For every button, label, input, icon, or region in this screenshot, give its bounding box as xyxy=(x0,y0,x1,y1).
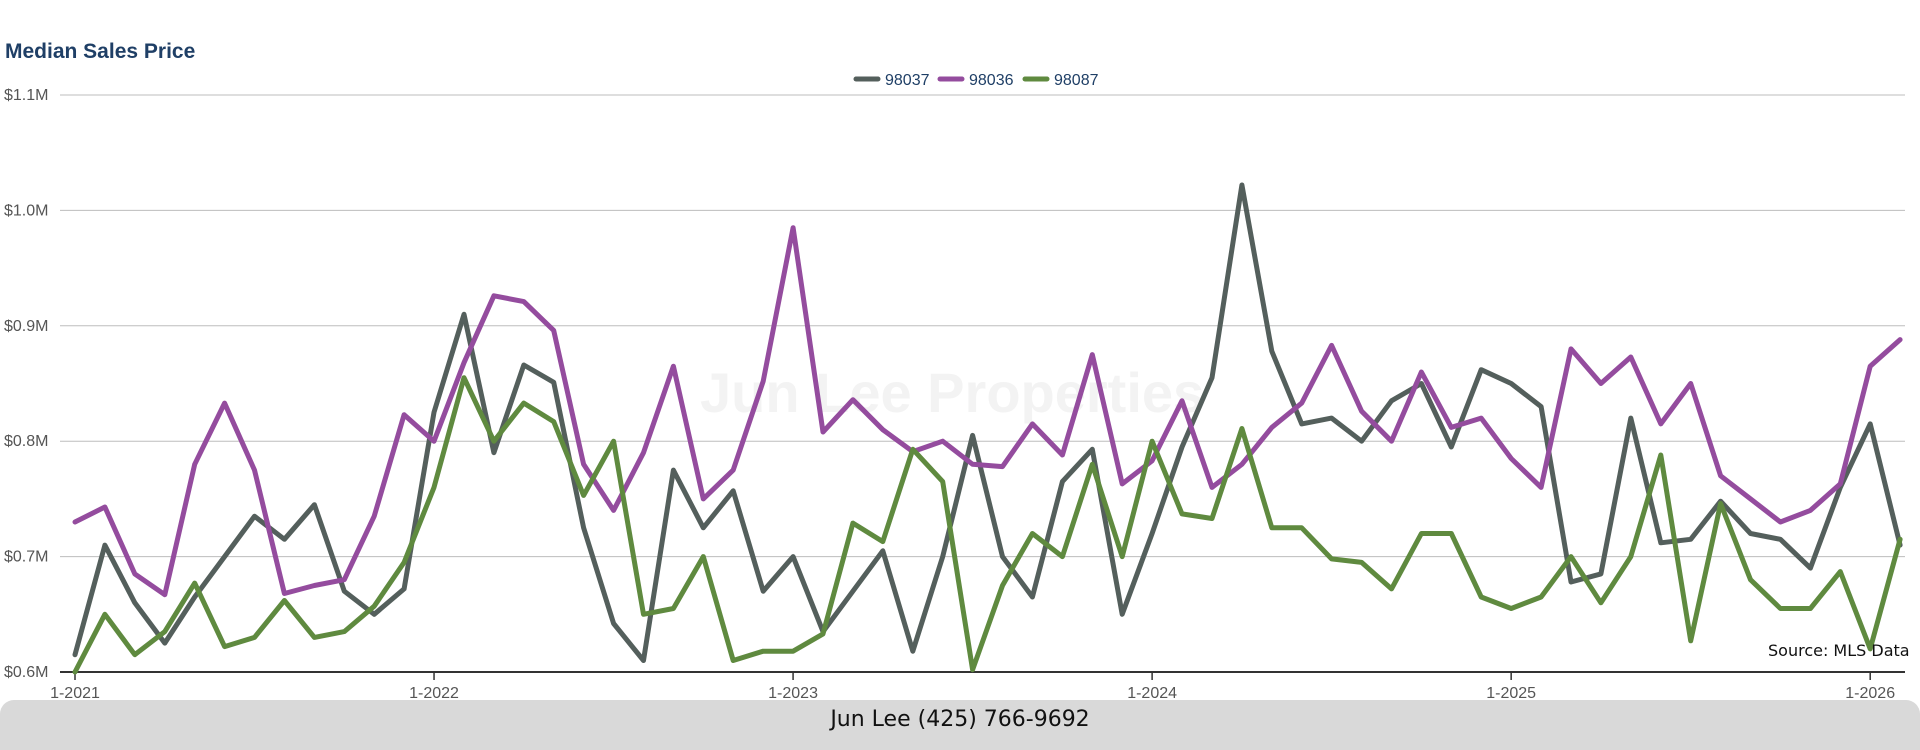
series-line-98036 xyxy=(72,225,1903,598)
y-tick-label: $0.9M xyxy=(4,318,48,335)
median-sales-price-chart: $0.6M$0.7M$0.8M$0.9M$1.0M$1.1M 1-2021 1-2… xyxy=(4,72,1905,700)
source-note: Source: MLS Data xyxy=(1768,641,1910,660)
footer-contact: Jun Lee (425) 766-9692 xyxy=(0,700,1920,750)
y-axis-ticks: $0.6M $0.7M $0.8M $0.9M $1.0M $1.1M xyxy=(4,87,48,681)
legend-label-98037: 98037 xyxy=(885,72,930,89)
x-tick-label: 1-2024 xyxy=(1127,685,1177,700)
x-tick-label: 1-2021 xyxy=(50,685,100,700)
gridlines xyxy=(60,94,1905,673)
y-tick-label: $0.8M xyxy=(4,433,48,450)
y-tick-label: $1.0M xyxy=(4,202,48,219)
series-line-98037 xyxy=(72,182,1903,663)
legend-label-98036: 98036 xyxy=(969,72,1014,89)
legend: 98037 98036 98087 xyxy=(853,72,1099,89)
x-tick-label: 1-2025 xyxy=(1486,685,1536,700)
x-tick-label: 1-2022 xyxy=(409,685,459,700)
y-tick-label: $0.6M xyxy=(4,664,48,681)
x-axis-ticks: 1-2021 1-2022 1-2023 1-2024 1-2025 1-2026 xyxy=(50,672,1895,700)
watermark-text: Jun Lee Properties xyxy=(700,361,1205,424)
series-line-98087 xyxy=(72,375,1903,675)
x-tick-label: 1-2023 xyxy=(768,685,818,700)
y-tick-label: $0.7M xyxy=(4,549,48,566)
legend-label-98087: 98087 xyxy=(1054,72,1099,89)
series-lines xyxy=(72,182,1903,675)
x-tick-label: 1-2026 xyxy=(1845,685,1895,700)
y-tick-label: $1.1M xyxy=(4,87,48,104)
chart-title: Median Sales Price xyxy=(5,40,196,63)
